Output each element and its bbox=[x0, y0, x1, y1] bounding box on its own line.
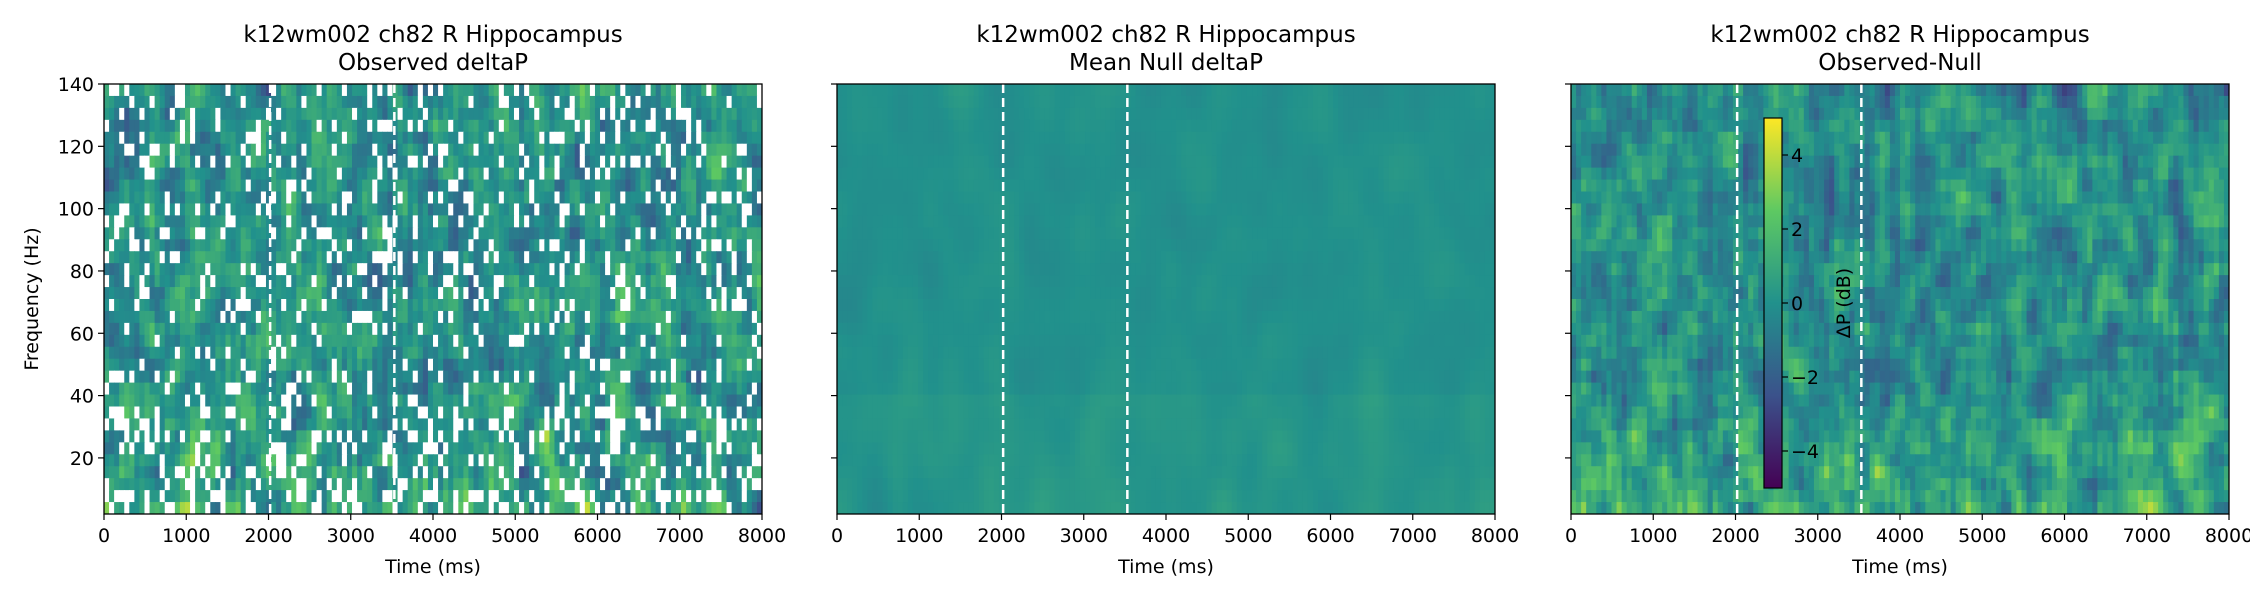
panel-3: k12wm002 ch82 R HippocampusObserved-Null… bbox=[1565, 22, 2250, 578]
x-axis-label: Time (ms) bbox=[384, 556, 481, 578]
x-tick-label: 3000 bbox=[1060, 525, 1108, 547]
colorbar-tick-label: 4 bbox=[1791, 145, 1803, 167]
x-tick-label: 8000 bbox=[1471, 525, 1519, 547]
x-axis-label: Time (ms) bbox=[1851, 556, 1948, 578]
colorbar-tick-label: 0 bbox=[1791, 293, 1803, 315]
x-tick-label: 0 bbox=[1565, 525, 1577, 547]
x-tick-label: 5000 bbox=[1224, 525, 1272, 547]
colorbar-label: ΔP (dB) bbox=[1833, 268, 1855, 338]
y-tick-label: 100 bbox=[58, 199, 94, 221]
x-tick-label: 0 bbox=[831, 525, 843, 547]
x-tick-label: 1000 bbox=[1629, 525, 1677, 547]
y-tick-label: 60 bbox=[70, 323, 94, 345]
chart-title: k12wm002 ch82 R Hippocampus bbox=[243, 22, 622, 48]
heatmap-cells bbox=[104, 84, 762, 514]
colorbar-tick-label: −2 bbox=[1791, 367, 1819, 389]
colorbar-tick-label: 2 bbox=[1791, 219, 1803, 241]
x-tick-label: 3000 bbox=[1794, 525, 1842, 547]
x-tick-label: 7000 bbox=[1389, 525, 1437, 547]
y-axis-label: Frequency (Hz) bbox=[21, 227, 43, 370]
x-tick-label: 4000 bbox=[1142, 525, 1190, 547]
heatmap-cells bbox=[1571, 84, 2229, 514]
x-tick-label: 4000 bbox=[1876, 525, 1924, 547]
colorbar-scale bbox=[1763, 117, 1783, 489]
y-tick-label: 120 bbox=[58, 136, 94, 158]
x-tick-label: 2000 bbox=[1711, 525, 1759, 547]
x-tick-label: 6000 bbox=[573, 525, 621, 547]
x-tick-label: 2000 bbox=[244, 525, 292, 547]
chart-subtitle: Observed deltaP bbox=[338, 50, 528, 76]
x-tick-label: 3000 bbox=[327, 525, 375, 547]
x-tick-label: 5000 bbox=[1958, 525, 2006, 547]
y-tick-label: 80 bbox=[70, 261, 94, 283]
heatmap-cells bbox=[837, 84, 1495, 514]
chart-title: k12wm002 ch82 R Hippocampus bbox=[1710, 22, 2089, 48]
x-tick-label: 7000 bbox=[2123, 525, 2171, 547]
x-tick-label: 6000 bbox=[1306, 525, 1354, 547]
colorbar: −4 −2 0 2 4 ΔP (dB) bbox=[1763, 117, 1855, 489]
x-tick-label: 7000 bbox=[656, 525, 704, 547]
y-tick-label: 20 bbox=[70, 448, 94, 470]
chart-subtitle: Observed-Null bbox=[1818, 50, 1982, 76]
x-axis-label: Time (ms) bbox=[1117, 556, 1214, 578]
x-tick-label: 2000 bbox=[977, 525, 1025, 547]
x-tick-label: 5000 bbox=[491, 525, 539, 547]
x-tick-label: 8000 bbox=[738, 525, 786, 547]
x-tick-label: 6000 bbox=[2040, 525, 2088, 547]
x-tick-label: 8000 bbox=[2205, 525, 2250, 547]
chart-subtitle: Mean Null deltaP bbox=[1069, 50, 1263, 76]
chart-title: k12wm002 ch82 R Hippocampus bbox=[976, 22, 1355, 48]
x-tick-label: 4000 bbox=[409, 525, 457, 547]
x-tick-label: 1000 bbox=[895, 525, 943, 547]
y-tick-label: 140 bbox=[58, 74, 94, 96]
x-tick-label: 1000 bbox=[162, 525, 210, 547]
colorbar-tick-label: −4 bbox=[1791, 441, 1819, 463]
x-tick-label: 0 bbox=[98, 525, 110, 547]
y-tick-label: 40 bbox=[70, 386, 94, 408]
